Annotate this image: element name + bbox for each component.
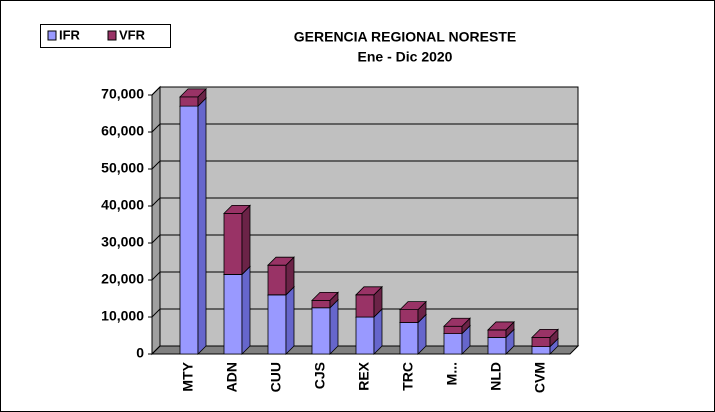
bar-side xyxy=(329,298,339,355)
bar-front xyxy=(443,325,463,335)
grid-line xyxy=(151,345,578,355)
bar-front xyxy=(355,294,375,318)
bar-top xyxy=(223,204,251,214)
grid-line xyxy=(151,234,578,244)
bar-front xyxy=(311,299,331,309)
bar-side xyxy=(285,285,295,355)
bar-front xyxy=(223,274,243,355)
bar-segment xyxy=(179,97,207,355)
chart-title: GERENCIA REGIONAL NORESTE xyxy=(294,29,516,45)
bar-front xyxy=(399,322,419,355)
bar-front xyxy=(223,212,243,275)
legend-swatch xyxy=(47,30,57,41)
bar-front xyxy=(443,333,463,355)
bar-front xyxy=(355,316,375,355)
y-tick-label: 20,000 xyxy=(101,271,144,287)
grid-line xyxy=(151,308,578,318)
legend-label: IFR xyxy=(59,27,81,42)
bar-segment xyxy=(179,87,207,108)
bar-top xyxy=(355,286,383,296)
y-tick-label: 0 xyxy=(136,345,144,361)
bar-segment xyxy=(311,291,339,309)
bar-segment xyxy=(223,265,251,355)
bar-top xyxy=(267,256,295,266)
chart-subtitle: Ene - Dic 2020 xyxy=(358,49,453,65)
bar-side xyxy=(241,204,251,276)
x-tick-label: ADN xyxy=(224,362,240,392)
legend-swatch xyxy=(107,30,117,41)
x-tick-label: M... xyxy=(444,362,460,385)
bar-top xyxy=(399,301,427,311)
bar-front xyxy=(399,309,419,323)
legend-box xyxy=(40,24,171,48)
y-tick-label: 50,000 xyxy=(101,160,144,176)
x-tick-label: CVM xyxy=(532,362,548,393)
bar-top xyxy=(487,321,515,331)
bar-front xyxy=(531,336,551,348)
x-tick-label: CUU xyxy=(268,362,284,392)
grid-line xyxy=(151,160,578,170)
bar-front xyxy=(179,105,199,355)
grid-line xyxy=(151,197,578,207)
bar-segment xyxy=(399,300,427,324)
side-wall xyxy=(151,85,161,356)
x-tick-label: CJS xyxy=(312,362,328,389)
bar-segment xyxy=(487,320,515,339)
bar-front xyxy=(487,329,507,338)
x-tick-label: NLD xyxy=(488,362,504,391)
bar-top xyxy=(531,328,559,338)
y-tick-label: 30,000 xyxy=(101,234,144,250)
bar-segment xyxy=(223,204,251,276)
bar-segment xyxy=(267,285,295,355)
y-tick-label: 40,000 xyxy=(101,197,144,213)
bar-segment xyxy=(267,256,295,296)
bar-side xyxy=(197,97,207,355)
x-tick-label: TRC xyxy=(400,362,416,391)
y-tick-label: 10,000 xyxy=(101,308,144,324)
bar-top xyxy=(311,291,339,301)
bar-front xyxy=(267,294,287,355)
grid-line xyxy=(151,86,578,96)
y-tick-label: 70,000 xyxy=(101,86,144,102)
bar-top xyxy=(443,317,471,327)
y-tick-label: 60,000 xyxy=(101,123,144,139)
bar-side xyxy=(241,265,251,355)
bar-segment xyxy=(443,317,471,335)
bar-segment xyxy=(531,328,559,348)
legend-label: VFR xyxy=(119,27,146,42)
bar-front xyxy=(487,336,507,355)
grid-line xyxy=(151,123,578,133)
bar-front xyxy=(311,307,331,355)
bar-top xyxy=(179,88,207,98)
bar-segment xyxy=(355,285,383,318)
x-tick-label: REX xyxy=(356,361,372,390)
bar-front xyxy=(267,264,287,296)
x-tick-label: MTY xyxy=(180,361,196,391)
bar-front xyxy=(179,96,199,107)
bar-front xyxy=(531,346,551,355)
grid-line xyxy=(151,271,578,281)
